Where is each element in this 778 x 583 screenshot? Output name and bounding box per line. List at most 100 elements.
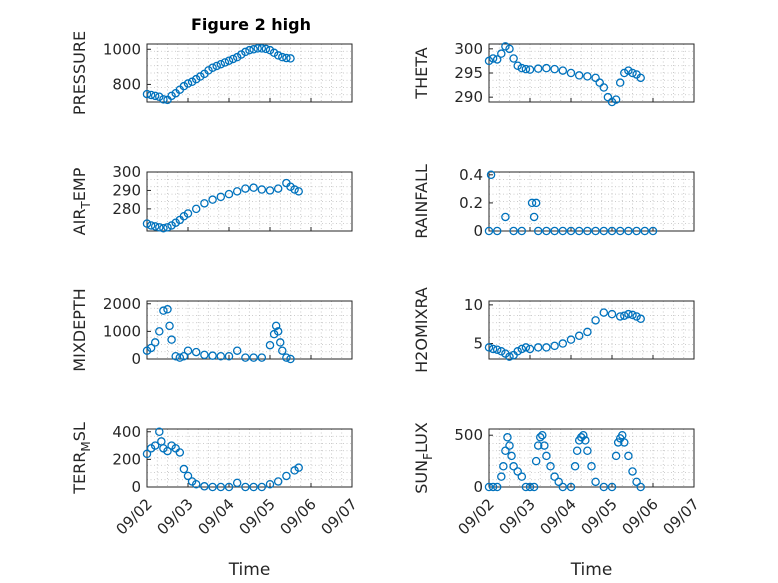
data-point [513,347,522,356]
data-point [241,47,250,57]
data-point [265,340,275,350]
data-point [282,353,291,362]
data-point [574,226,584,236]
data-point [257,353,267,362]
data-point [570,462,580,471]
y-axis-label: RAINFALL [412,164,431,239]
data-point [278,346,287,355]
data-point [583,226,592,236]
data-point [265,479,275,489]
data-point [525,344,535,354]
data-point [294,463,303,472]
figure-title: Figure 2 high [191,15,311,34]
axes-box [146,171,353,232]
data-point [572,446,582,455]
data-point [624,309,633,319]
axes-box [488,428,695,488]
data-point [591,316,600,325]
data-point [579,430,588,440]
axes-box [488,300,695,360]
data-point [628,467,637,476]
data-point [550,341,559,351]
x-tick-label: 09/06 [619,495,662,538]
data-point [142,89,152,99]
y-tick-label: 200 [112,450,141,468]
y-tick-label: 800 [112,75,141,93]
x-axis-label: Time [228,560,271,580]
data-point [273,51,283,60]
data-point [257,185,267,194]
data-point [550,472,559,481]
data-point [241,482,250,492]
data-point [566,482,576,492]
data-point [581,436,590,445]
axes-box [146,300,353,360]
data-point [620,438,629,447]
y-tick-label: 0 [473,478,483,496]
data-point [595,78,604,87]
data-point [257,482,267,492]
data-point [257,44,267,53]
data-point [191,204,201,214]
data-point [220,58,230,67]
y-tick-label: 5 [473,335,483,353]
data-point [615,312,625,321]
data-point [191,479,201,489]
data-point [607,482,617,492]
data-point [513,467,522,476]
data-point [492,226,502,236]
y-axis-label: THETA [412,47,431,99]
data-point [566,226,576,236]
data-point [525,65,535,74]
data-point [175,448,185,457]
data-point [509,462,518,471]
data-point [591,73,600,83]
subplot-h2omixra: 5 10 H2OMIXRA [412,287,695,373]
data-point [484,482,494,492]
data-point [607,97,617,107]
data-point [499,462,508,471]
data-point [542,63,551,73]
data-point [484,226,494,236]
data-point [583,446,592,455]
data-point [599,83,609,92]
data-point [591,477,600,487]
data-point [232,187,242,196]
data-point [550,226,559,236]
data-point [624,226,633,236]
data-point [249,353,258,362]
y-tick-label: 295 [454,64,483,82]
data-point [603,92,613,102]
data-point [208,351,217,360]
data-point [533,441,543,450]
subplot-theta: 290 295 300 THETA [412,40,695,107]
x-tick-label: 09/03 [154,495,197,538]
data-point [142,219,152,228]
data-point [165,321,174,331]
data-point [261,44,271,54]
data-point [540,441,549,450]
subplot-rainfall: 0 0.2 0.4 RAINFALL [412,164,695,240]
data-point [591,226,600,236]
x-tick-label: 09/04 [537,495,580,538]
data-point [183,471,193,481]
data-point [505,352,514,361]
y-tick-label: 10 [464,296,483,314]
data-point [558,482,568,492]
y-axis-label: SUNFLUX [412,422,435,494]
data-point [232,478,242,488]
data-point [183,209,193,218]
y-axis-label: TERRMSL [70,422,93,495]
data-point [521,343,531,352]
data-point [224,351,234,361]
data-point [253,44,262,53]
data-point [611,95,621,104]
data-point [624,66,633,75]
data-point [200,350,209,360]
y-tick-label: 290 [112,181,141,199]
data-point [228,54,238,64]
data-point [249,183,258,192]
data-point [542,226,551,236]
x-axis-label: Time [570,560,613,580]
